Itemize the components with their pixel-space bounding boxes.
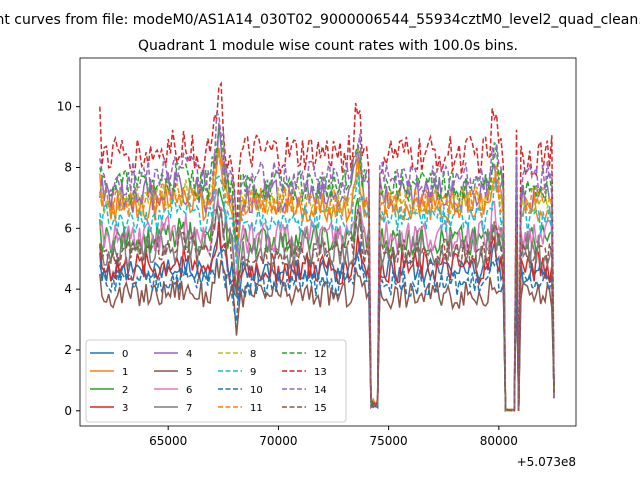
series-line-6 bbox=[99, 188, 555, 412]
x-tick-label: 70000 bbox=[259, 434, 297, 448]
legend-label: 2 bbox=[122, 385, 128, 396]
x-offset-label: +5.073e8 bbox=[517, 455, 576, 469]
figure-suptitle: Light curves from file: modeM0/AS1A14_03… bbox=[0, 12, 640, 28]
legend-label: 1 bbox=[122, 367, 128, 378]
series-line-0 bbox=[99, 230, 555, 412]
y-tick-label: 0 bbox=[64, 404, 72, 418]
y-tick-label: 10 bbox=[57, 100, 72, 114]
series-line-8 bbox=[99, 146, 555, 413]
y-tick-label: 4 bbox=[64, 282, 72, 296]
y-tick-label: 8 bbox=[64, 160, 72, 174]
legend-label: 12 bbox=[314, 349, 327, 360]
y-tick-label: 2 bbox=[64, 343, 72, 357]
series-line-12 bbox=[99, 127, 555, 412]
legend-label: 9 bbox=[250, 367, 256, 378]
legend-label: 5 bbox=[186, 367, 192, 378]
legend-label: 4 bbox=[186, 349, 192, 360]
legend-label: 6 bbox=[186, 385, 192, 396]
y-axis: 0 2 4 6 8 10 bbox=[57, 100, 80, 418]
x-axis: 65000 70000 75000 80000 bbox=[149, 426, 518, 448]
legend-label: 10 bbox=[250, 385, 263, 396]
legend-label: 14 bbox=[314, 385, 327, 396]
series-line-10 bbox=[99, 247, 555, 412]
chart-title: Quadrant 1 module wise count rates with … bbox=[138, 38, 518, 54]
series-line-15 bbox=[99, 204, 555, 412]
legend-label: 11 bbox=[250, 403, 263, 414]
series-line-5 bbox=[99, 258, 555, 412]
axes-frame bbox=[79, 57, 577, 427]
legend-label: 15 bbox=[314, 403, 327, 414]
x-tick-label: 75000 bbox=[370, 434, 408, 448]
legend-label: 3 bbox=[122, 403, 128, 414]
plot-series bbox=[99, 81, 555, 413]
x-tick-label: 80000 bbox=[480, 434, 518, 448]
legend-label: 0 bbox=[122, 349, 128, 360]
x-tick-label: 65000 bbox=[149, 434, 187, 448]
legend-label: 13 bbox=[314, 367, 327, 378]
y-tick-label: 6 bbox=[64, 221, 72, 235]
series-line-13 bbox=[99, 81, 555, 413]
legend-label: 8 bbox=[250, 349, 256, 360]
series-line-14 bbox=[99, 112, 555, 412]
legend-label: 7 bbox=[186, 403, 192, 414]
series-line-7 bbox=[99, 205, 555, 412]
legend-box bbox=[85, 339, 347, 423]
